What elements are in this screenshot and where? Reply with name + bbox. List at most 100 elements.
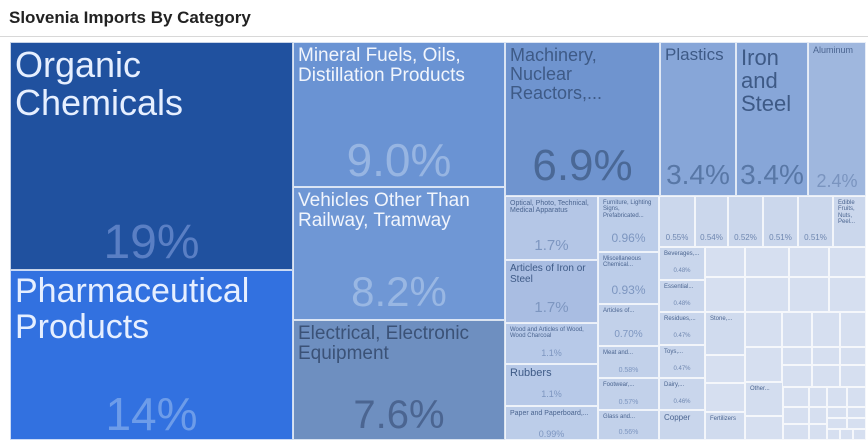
treemap-minor-tile[interactable] — [782, 365, 812, 387]
treemap-tile[interactable]: Plastics 3.4% — [660, 42, 736, 196]
treemap-minor-tile[interactable] — [745, 347, 782, 382]
treemap-minor-tile[interactable] — [809, 387, 827, 407]
treemap: Organic Chemicals 19% Pharmaceutical Produ… — [10, 42, 866, 440]
tile-value: 14% — [105, 388, 198, 440]
tile-value: 0.55% — [665, 233, 689, 242]
treemap-tile[interactable]: Organic Chemicals 19% — [10, 42, 293, 270]
treemap-minor-tile[interactable] — [827, 407, 847, 418]
treemap-minor-tile[interactable] — [812, 312, 840, 347]
treemap-tile[interactable]: Iron and Steel 3.4% — [736, 42, 808, 196]
treemap-tile[interactable]: Aluminum 2.4% — [808, 42, 866, 196]
treemap-minor-tile[interactable] — [782, 312, 812, 347]
treemap-minor-tile[interactable] — [705, 277, 745, 312]
treemap-minor-tile[interactable] — [840, 365, 866, 387]
treemap-tile[interactable]: Machinery, Nuclear Reactors,... 6.9% — [505, 42, 660, 196]
treemap-tile[interactable]: Optical, Photo, Technical, Medical Appar… — [505, 196, 598, 260]
tile-value: 0.56% — [618, 429, 639, 436]
treemap-minor-tile[interactable] — [853, 429, 866, 440]
treemap-minor-tile[interactable] — [840, 312, 866, 347]
treemap-tile[interactable]: 0.51% — [798, 196, 833, 247]
treemap-minor-tile[interactable] — [847, 418, 866, 429]
treemap-minor-tile[interactable] — [812, 365, 840, 387]
treemap-minor-tile[interactable] — [705, 383, 745, 412]
treemap-tile[interactable]: Rubbers 1.1% — [505, 364, 598, 406]
treemap-minor-tile[interactable] — [847, 407, 866, 418]
tile-value: 0.47% — [673, 333, 691, 339]
treemap-tile[interactable]: Electrical, Electronic Equipment 7.6% — [293, 320, 505, 440]
tile-value: 0.48% — [673, 268, 691, 274]
treemap-minor-tile[interactable] — [745, 312, 782, 347]
treemap-tile[interactable]: Wood and Articles of Wood, Wood Charcoal… — [505, 323, 598, 364]
treemap-tile[interactable]: Stone,... — [705, 312, 745, 355]
treemap-minor-tile[interactable] — [827, 429, 840, 440]
treemap-tile[interactable]: Paper and Paperboard,... 0.99% — [505, 406, 598, 440]
tile-value: 3.4% — [740, 159, 804, 190]
treemap-minor-tile[interactable] — [705, 247, 745, 277]
treemap-tile[interactable]: Dairy,... 0.46% — [659, 378, 705, 410]
tile-value: 0.48% — [673, 301, 691, 307]
treemap-minor-tile[interactable] — [829, 277, 866, 312]
tile-label: Stone,... — [710, 316, 733, 322]
treemap-minor-tile[interactable] — [840, 429, 853, 440]
treemap-minor-tile[interactable] — [782, 347, 812, 365]
tile-label: Articles of Iron or Steel — [510, 263, 586, 285]
treemap-tile[interactable]: Copper — [659, 410, 705, 440]
tile-label: Toys,... — [664, 349, 684, 355]
treemap-tile[interactable]: Vehicles Other Than Railway, Tramway 8.2% — [293, 187, 505, 320]
tile-value: 1.7% — [534, 299, 569, 316]
treemap-minor-tile[interactable] — [840, 347, 866, 365]
tile-label: Aluminum — [813, 45, 854, 55]
tile-label: Vehicles Other Than Railway, Tramway — [298, 190, 470, 231]
treemap-tile[interactable]: Fertilizers — [705, 412, 745, 440]
treemap-tile[interactable]: 0.54% — [695, 196, 728, 247]
treemap-tile[interactable]: Residues,... 0.47% — [659, 312, 705, 345]
treemap-tile[interactable]: Pharmaceutical Products 14% — [10, 270, 293, 440]
treemap-tile[interactable]: Edible Fruits, Nuts, Peel... — [833, 196, 866, 247]
treemap-minor-tile[interactable] — [783, 424, 809, 440]
tile-label: Beverages,... — [664, 251, 700, 257]
treemap-tile[interactable]: Footwear,... 0.57% — [598, 378, 659, 410]
treemap-minor-tile[interactable] — [827, 387, 847, 407]
tile-label: Meat and... — [603, 350, 634, 356]
tile-value: 9.0% — [346, 134, 452, 186]
tile-label: Iron and Steel — [741, 45, 792, 117]
treemap-minor-tile[interactable] — [809, 424, 827, 440]
treemap-tile[interactable]: Articles of Iron or Steel 1.7% — [505, 260, 598, 323]
treemap-minor-tile[interactable] — [847, 387, 866, 407]
tile-value: 0.96% — [611, 231, 646, 245]
treemap-tile[interactable]: Meat and... 0.58% — [598, 346, 659, 378]
treemap-minor-tile[interactable] — [789, 247, 829, 277]
tile-label: Paper and Paperboard,... — [510, 410, 589, 417]
tile-value: 0.52% — [734, 233, 757, 242]
treemap-minor-tile[interactable] — [783, 407, 809, 424]
treemap-tile[interactable]: 0.51% — [763, 196, 798, 247]
treemap-minor-tile[interactable] — [745, 416, 783, 440]
treemap-minor-tile[interactable] — [783, 387, 809, 407]
treemap-minor-tile[interactable] — [745, 277, 789, 312]
treemap-minor-tile[interactable] — [745, 247, 789, 277]
chart-title: Slovenia Imports By Category — [9, 8, 251, 27]
treemap-tile[interactable]: Other... — [745, 382, 783, 416]
treemap-tile[interactable]: 0.55% — [659, 196, 695, 247]
treemap-minor-tile[interactable] — [809, 407, 827, 424]
treemap-tile[interactable]: Beverages,... 0.48% — [659, 247, 705, 280]
treemap-tile[interactable]: Miscellaneous Chemical... 0.93% — [598, 252, 659, 304]
treemap-tile[interactable]: Furniture, Lighting Signs, Prefabricated… — [598, 196, 659, 252]
tile-label: Other... — [750, 386, 770, 392]
treemap-tile[interactable]: 0.52% — [728, 196, 763, 247]
treemap-tile[interactable]: Glass and... 0.56% — [598, 410, 659, 440]
tile-value: 6.9% — [532, 141, 633, 190]
treemap-minor-tile[interactable] — [829, 247, 866, 277]
treemap-tile[interactable]: Articles of... 0.70% — [598, 304, 659, 346]
tile-value: 1.1% — [541, 348, 562, 358]
treemap-minor-tile[interactable] — [705, 355, 745, 383]
tile-label: Fertilizers — [710, 416, 737, 422]
treemap-minor-tile[interactable] — [827, 418, 847, 429]
tile-value: 0.58% — [618, 367, 639, 374]
tile-value: 0.99% — [538, 429, 565, 439]
treemap-minor-tile[interactable] — [789, 277, 829, 312]
treemap-tile[interactable]: Mineral Fuels, Oils, Distillation Produc… — [293, 42, 505, 187]
treemap-minor-tile[interactable] — [812, 347, 840, 365]
treemap-tile[interactable]: Essential... 0.48% — [659, 280, 705, 312]
treemap-tile[interactable]: Toys,... 0.47% — [659, 345, 705, 378]
